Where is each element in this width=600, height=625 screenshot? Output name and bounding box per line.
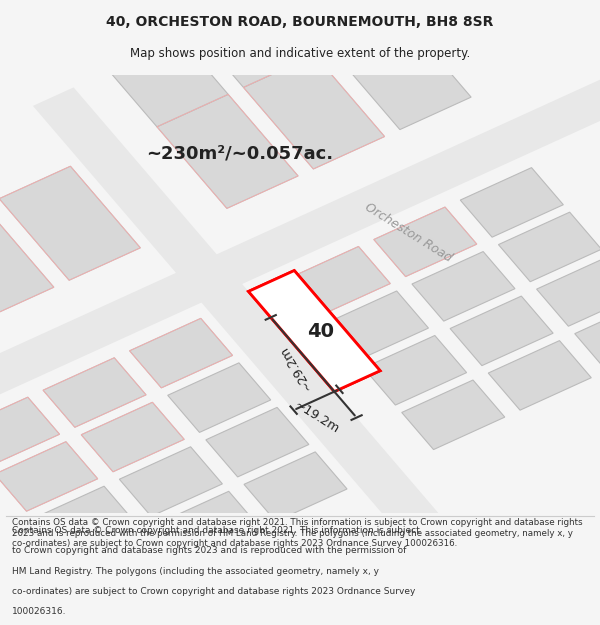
- Polygon shape: [364, 336, 467, 405]
- Text: 40, ORCHESTON ROAD, BOURNEMOUTH, BH8 8SR: 40, ORCHESTON ROAD, BOURNEMOUTH, BH8 8SR: [106, 16, 494, 29]
- Polygon shape: [0, 206, 54, 320]
- Text: co-ordinates) are subject to Crown copyright and database rights 2023 Ordnance S: co-ordinates) are subject to Crown copyr…: [12, 587, 415, 596]
- Polygon shape: [488, 341, 591, 410]
- Text: 40: 40: [307, 322, 334, 341]
- Polygon shape: [374, 207, 477, 277]
- Text: Contains OS data © Crown copyright and database right 2021. This information is : Contains OS data © Crown copyright and d…: [12, 518, 583, 548]
- Polygon shape: [244, 55, 385, 169]
- Polygon shape: [130, 318, 233, 388]
- Polygon shape: [244, 452, 347, 521]
- Polygon shape: [167, 363, 271, 432]
- Polygon shape: [248, 271, 380, 392]
- Polygon shape: [119, 447, 223, 516]
- Polygon shape: [260, 0, 401, 48]
- Polygon shape: [536, 257, 600, 326]
- Polygon shape: [287, 246, 391, 316]
- Polygon shape: [460, 168, 563, 237]
- Text: Contains OS data © Crown copyright and database right 2021. This information is : Contains OS data © Crown copyright and d…: [12, 526, 420, 535]
- Polygon shape: [43, 357, 146, 428]
- Polygon shape: [412, 251, 515, 321]
- Polygon shape: [0, 166, 140, 280]
- Polygon shape: [33, 486, 136, 556]
- Polygon shape: [71, 531, 174, 600]
- Polygon shape: [33, 88, 455, 551]
- Polygon shape: [206, 408, 309, 477]
- Polygon shape: [575, 301, 600, 371]
- Polygon shape: [0, 76, 600, 407]
- Polygon shape: [87, 12, 228, 127]
- Polygon shape: [0, 442, 98, 511]
- Polygon shape: [157, 94, 298, 208]
- Polygon shape: [499, 212, 600, 282]
- Text: ~230m²/~0.057ac.: ~230m²/~0.057ac.: [146, 145, 334, 162]
- Polygon shape: [81, 402, 184, 472]
- Polygon shape: [248, 271, 380, 392]
- Text: ~29.2m: ~29.2m: [277, 342, 314, 392]
- Text: Map shows position and indicative extent of the property.: Map shows position and indicative extent…: [130, 48, 470, 61]
- Polygon shape: [158, 491, 260, 561]
- Polygon shape: [450, 296, 553, 366]
- Text: 100026316.: 100026316.: [12, 607, 67, 616]
- Polygon shape: [402, 380, 505, 449]
- Polygon shape: [0, 397, 59, 467]
- Text: Orcheston Road: Orcheston Road: [362, 201, 454, 264]
- Text: HM Land Registry. The polygons (including the associated geometry, namely x, y: HM Land Registry. The polygons (includin…: [12, 566, 379, 576]
- Polygon shape: [325, 291, 428, 361]
- Polygon shape: [173, 0, 314, 88]
- Text: to Crown copyright and database rights 2023 and is reproduced with the permissio: to Crown copyright and database rights 2…: [12, 546, 406, 555]
- Text: ~19.2m: ~19.2m: [292, 398, 341, 436]
- Polygon shape: [330, 16, 471, 129]
